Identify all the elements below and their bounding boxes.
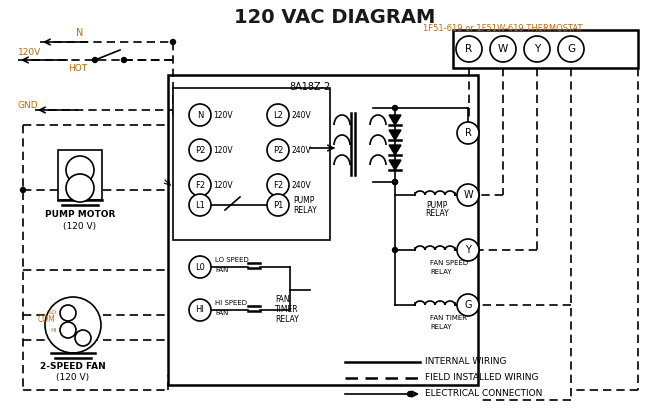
Text: 120V: 120V bbox=[213, 145, 232, 155]
Circle shape bbox=[60, 305, 76, 321]
Polygon shape bbox=[389, 145, 401, 155]
Text: G: G bbox=[567, 44, 575, 54]
Bar bbox=[453, 30, 638, 68]
Circle shape bbox=[393, 179, 397, 184]
Circle shape bbox=[524, 36, 550, 62]
Text: LO SPEED: LO SPEED bbox=[215, 257, 249, 263]
Circle shape bbox=[92, 57, 98, 62]
Text: 240V: 240V bbox=[291, 181, 311, 189]
Text: (120 V): (120 V) bbox=[56, 373, 90, 382]
Circle shape bbox=[66, 156, 94, 184]
Circle shape bbox=[267, 174, 289, 196]
Text: RELAY: RELAY bbox=[293, 205, 317, 215]
Text: F2: F2 bbox=[273, 181, 283, 189]
Text: RELAY: RELAY bbox=[430, 269, 452, 275]
Circle shape bbox=[189, 256, 211, 278]
Text: FAN: FAN bbox=[275, 295, 289, 305]
Circle shape bbox=[121, 57, 127, 62]
Text: PUMP: PUMP bbox=[426, 201, 448, 210]
Polygon shape bbox=[389, 130, 401, 140]
Text: W: W bbox=[463, 190, 473, 200]
Circle shape bbox=[457, 294, 479, 316]
Text: P1: P1 bbox=[273, 201, 283, 210]
Text: RELAY: RELAY bbox=[430, 324, 452, 330]
Text: LO: LO bbox=[49, 310, 57, 316]
Text: R: R bbox=[466, 44, 472, 54]
Text: 2-SPEED FAN: 2-SPEED FAN bbox=[40, 362, 106, 371]
Text: N: N bbox=[197, 111, 203, 119]
Text: FAN TIMER: FAN TIMER bbox=[430, 315, 467, 321]
Text: HI: HI bbox=[196, 305, 204, 315]
Circle shape bbox=[189, 194, 211, 216]
Text: COM: COM bbox=[38, 316, 56, 324]
Text: FAN SPEED: FAN SPEED bbox=[430, 260, 468, 266]
Text: W: W bbox=[498, 44, 508, 54]
Circle shape bbox=[60, 322, 76, 338]
Circle shape bbox=[393, 248, 397, 253]
Text: G: G bbox=[464, 300, 472, 310]
Text: 120V: 120V bbox=[18, 47, 42, 57]
Text: L2: L2 bbox=[273, 111, 283, 119]
Circle shape bbox=[170, 39, 176, 44]
Text: 240V: 240V bbox=[291, 145, 311, 155]
Text: HI SPEED: HI SPEED bbox=[215, 300, 247, 306]
Circle shape bbox=[456, 36, 482, 62]
Circle shape bbox=[75, 330, 91, 346]
Circle shape bbox=[267, 104, 289, 126]
Text: TIMER: TIMER bbox=[275, 305, 299, 315]
Text: F2: F2 bbox=[195, 181, 205, 189]
Text: 120V: 120V bbox=[213, 111, 232, 119]
Text: RELAY: RELAY bbox=[275, 316, 299, 324]
Text: 120V: 120V bbox=[213, 181, 232, 189]
Bar bbox=[173, 88, 330, 240]
Circle shape bbox=[189, 299, 211, 321]
Text: P2: P2 bbox=[195, 145, 205, 155]
Circle shape bbox=[189, 139, 211, 161]
Text: (120 V): (120 V) bbox=[64, 222, 96, 231]
Text: R: R bbox=[464, 128, 472, 138]
Circle shape bbox=[393, 106, 397, 111]
Circle shape bbox=[457, 122, 479, 144]
Circle shape bbox=[457, 184, 479, 206]
Circle shape bbox=[45, 297, 101, 353]
Text: Y: Y bbox=[465, 245, 471, 255]
Text: RELAY: RELAY bbox=[425, 209, 449, 217]
Text: HI: HI bbox=[50, 328, 57, 333]
Text: PUMP MOTOR: PUMP MOTOR bbox=[45, 210, 115, 219]
Text: L0: L0 bbox=[195, 262, 205, 272]
Text: 8A18Z-2: 8A18Z-2 bbox=[289, 82, 330, 92]
Polygon shape bbox=[389, 115, 401, 125]
Circle shape bbox=[189, 174, 211, 196]
Circle shape bbox=[490, 36, 516, 62]
Circle shape bbox=[393, 179, 397, 184]
Text: 120 VAC DIAGRAM: 120 VAC DIAGRAM bbox=[234, 8, 436, 27]
Text: N: N bbox=[76, 28, 84, 38]
Text: FAN: FAN bbox=[215, 267, 228, 273]
Text: FIELD INSTALLED WIRING: FIELD INSTALLED WIRING bbox=[425, 373, 539, 383]
Text: ELECTRICAL CONNECTION: ELECTRICAL CONNECTION bbox=[425, 390, 543, 398]
Text: GND: GND bbox=[18, 101, 39, 109]
Text: 240V: 240V bbox=[291, 111, 311, 119]
Circle shape bbox=[189, 104, 211, 126]
Text: PUMP: PUMP bbox=[293, 196, 314, 204]
Bar bbox=[58, 150, 102, 200]
Polygon shape bbox=[389, 160, 401, 170]
Text: Y: Y bbox=[534, 44, 540, 54]
Circle shape bbox=[457, 239, 479, 261]
Text: P2: P2 bbox=[273, 145, 283, 155]
Circle shape bbox=[407, 391, 413, 396]
Circle shape bbox=[66, 174, 94, 202]
Text: FAN: FAN bbox=[215, 310, 228, 316]
Text: 1F51-619 or 1F51W-619 THERMOSTAT: 1F51-619 or 1F51W-619 THERMOSTAT bbox=[423, 24, 583, 33]
Text: INTERNAL WIRING: INTERNAL WIRING bbox=[425, 357, 507, 367]
Bar bbox=[168, 75, 478, 385]
Circle shape bbox=[21, 187, 25, 192]
Text: HOT: HOT bbox=[68, 64, 88, 72]
Circle shape bbox=[558, 36, 584, 62]
Circle shape bbox=[267, 194, 289, 216]
Text: L1: L1 bbox=[195, 201, 205, 210]
Circle shape bbox=[267, 139, 289, 161]
